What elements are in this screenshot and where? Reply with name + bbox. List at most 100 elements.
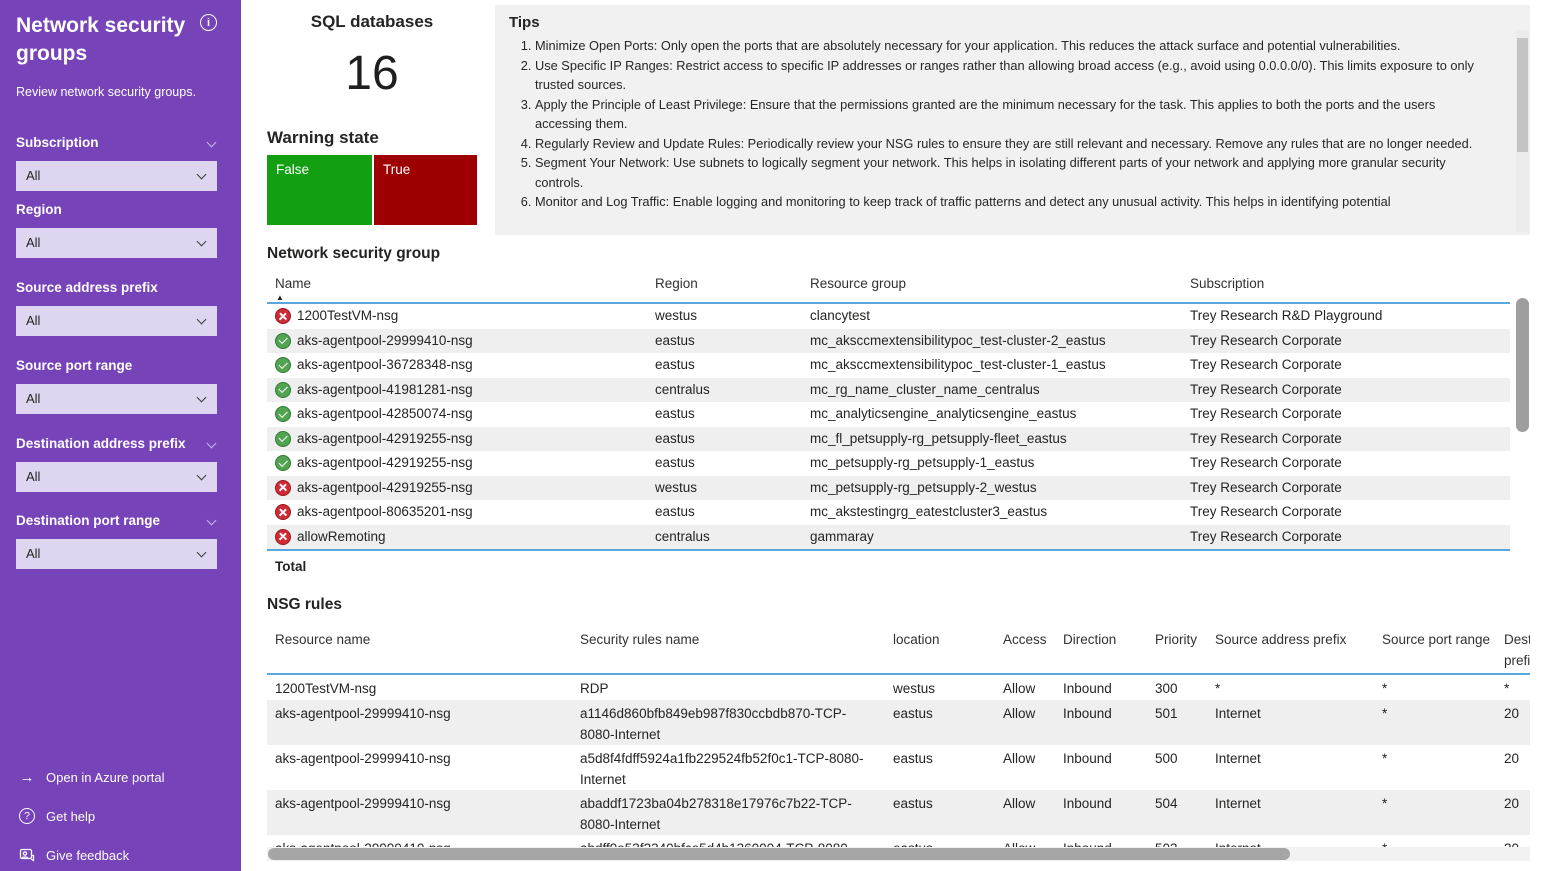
status-icon (275, 332, 291, 349)
chevron-down-icon (196, 314, 207, 325)
source-port-range-dropdown[interactable]: All (16, 384, 217, 414)
tips-scrollbar-thumb[interactable] (1517, 38, 1528, 152)
kpi-title: SQL databases (310, 12, 434, 31)
table-row[interactable]: aks-agentpool-36728348-nsg eastus mc_aks… (267, 353, 1510, 378)
arrow-right-icon: → (19, 769, 35, 786)
chevron-down-icon (196, 547, 207, 558)
tip-item: Segment Your Network: Use subnets to log… (535, 153, 1490, 192)
column-header-access[interactable]: Access (1003, 632, 1047, 647)
chevron-down-icon (196, 236, 207, 247)
filter-label: Subscription (16, 135, 99, 150)
tips-list: Minimize Open Ports: Only open the ports… (495, 36, 1530, 212)
rules-table: Resource name Security rules name locati… (267, 625, 1530, 849)
filter-source-address-prefix: Source address prefix All (16, 280, 225, 336)
filter-subscription: Subscription All (16, 135, 225, 191)
chevron-down-icon (196, 392, 207, 403)
warning-state-title: Warning state (267, 128, 379, 147)
column-header-location[interactable]: location (893, 632, 940, 647)
column-header-resource-group[interactable]: Resource group (810, 276, 907, 291)
table-row[interactable]: aks-agentpool-29999410-nsg a1146d860bfb8… (267, 700, 1530, 745)
destination-address-prefix-dropdown[interactable]: All (16, 462, 217, 492)
status-icon (275, 430, 291, 447)
rules-horizontal-scrollbar-thumb[interactable] (268, 848, 1290, 860)
source-address-prefix-dropdown[interactable]: All (16, 306, 217, 336)
column-header-priority[interactable]: Priority (1155, 632, 1198, 647)
nsg-table: Name ▲ Region Resource group Subscriptio… (267, 274, 1510, 574)
give-feedback-link[interactable]: Give feedback (18, 847, 129, 863)
rules-table-header: Resource name Security rules name locati… (267, 625, 1530, 675)
subscription-dropdown[interactable]: All (16, 161, 217, 191)
nsg-table-scrollbar-thumb[interactable] (1516, 298, 1529, 432)
chevron-down-icon[interactable] (206, 438, 217, 449)
chevron-down-icon (196, 169, 207, 180)
page-subtitle: Review network security groups. (16, 85, 196, 99)
tips-panel: Tips Minimize Open Ports: Only open the … (495, 5, 1530, 235)
chevron-down-icon (196, 470, 207, 481)
feedback-icon (18, 847, 36, 863)
nsg-table-title: Network security group (267, 245, 441, 262)
filter-label: Destination port range (16, 513, 161, 528)
column-header-direction[interactable]: Direction (1063, 632, 1117, 647)
table-row[interactable]: aks-agentpool-41981281-nsg centralus mc_… (267, 377, 1510, 402)
destination-port-range-dropdown[interactable]: All (16, 539, 217, 569)
filter-destination-port-range: Destination port range All (16, 513, 225, 569)
status-icon (275, 406, 291, 422)
filter-source-port-range: Source port range All (16, 358, 225, 414)
table-row[interactable]: aks-agentpool-42919255-nsg eastus mc_pet… (267, 451, 1510, 476)
table-row[interactable]: allowRemoting centralus gammaray Trey Re… (267, 524, 1510, 549)
status-icon (275, 357, 291, 373)
table-row[interactable]: 1200TestVM-nsg RDP westus Allow Inbound … (275, 681, 1510, 696)
filter-region: Region All (16, 202, 225, 258)
open-in-azure-portal-link[interactable]: → Open in Azure portal (19, 769, 165, 786)
status-icon (275, 308, 291, 324)
status-icon (275, 381, 291, 398)
table-row[interactable]: aks-agentpool-42919255-nsg westus mc_pet… (267, 475, 1510, 500)
column-header-subscription[interactable]: Subscription (1190, 276, 1265, 291)
table-footer-total: Total (275, 559, 307, 574)
chevron-down-icon[interactable] (206, 137, 217, 148)
column-header-destination-address-prefix[interactable]: Destination address prefix (1504, 632, 1530, 668)
status-icon (275, 528, 291, 545)
filter-label: Source address prefix (16, 280, 158, 295)
get-help-link[interactable]: ? Get help (18, 808, 95, 824)
table-row[interactable]: aks-agentpool-42919255-nsg eastus mc_fl_… (267, 426, 1510, 451)
warning-false-tile[interactable]: False (267, 155, 372, 225)
column-header-source-address-prefix[interactable]: Source address prefix (1215, 632, 1347, 647)
sort-ascending-icon: ▲ (276, 293, 284, 302)
tip-item: Minimize Open Ports: Only open the ports… (535, 36, 1490, 56)
table-row[interactable]: aks-agentpool-29999410-nsg a5d8f4fdff592… (275, 751, 1520, 787)
table-row[interactable]: 1200TestVM-nsg westus clancytest Trey Re… (267, 304, 1510, 329)
status-icon (275, 455, 291, 471)
filter-label: Destination address prefix (16, 436, 186, 451)
table-row[interactable]: aks-agentpool-29999410-nsg abdff9e53f234… (275, 841, 1520, 849)
column-header-resource-name[interactable]: Resource name (275, 632, 371, 647)
table-row[interactable]: aks-agentpool-42850074-nsg eastus mc_ana… (267, 402, 1510, 427)
tip-item: Use Specific IP Ranges: Restrict access … (535, 56, 1490, 95)
chevron-down-icon[interactable] (206, 515, 217, 526)
page-title: Network security groups (16, 14, 186, 65)
tip-item: Monitor and Log Traffic: Enable logging … (535, 192, 1490, 212)
table-row[interactable]: aks-agentpool-29999410-nsg eastus mc_aks… (267, 328, 1510, 353)
status-icon (275, 504, 291, 520)
table-row[interactable]: aks-agentpool-29999410-nsg abaddf1723ba0… (267, 790, 1530, 835)
column-header-name[interactable]: Name (275, 276, 312, 291)
column-header-security-rules-name[interactable]: Security rules name (580, 632, 700, 647)
nsg-table-rows: 1200TestVM-nsg westus clancytest Trey Re… (267, 304, 1510, 551)
kpi-value: 16 (345, 47, 399, 100)
column-header-source-port-range[interactable]: Source port range (1382, 632, 1491, 647)
filter-label: Region (16, 202, 62, 217)
column-header-region[interactable]: Region (655, 276, 698, 291)
nsg-table-header: Name ▲ Region Resource group Subscriptio… (267, 274, 1510, 304)
tip-item: Apply the Principle of Least Privilege: … (535, 95, 1490, 134)
info-icon[interactable]: i (200, 14, 217, 31)
rules-table-title: NSG rules (267, 596, 342, 613)
region-dropdown[interactable]: All (16, 228, 217, 258)
rules-horizontal-scrollbar-track[interactable] (267, 847, 1530, 861)
table-row[interactable]: aks-agentpool-80635201-nsg eastus mc_aks… (267, 500, 1510, 525)
filter-label: Source port range (16, 358, 133, 373)
warning-true-tile[interactable]: True (374, 155, 477, 225)
tip-item: Regularly Review and Update Rules: Perio… (535, 134, 1490, 154)
help-icon: ? (18, 808, 36, 824)
sidebar: Network security groups i Review network… (0, 0, 241, 871)
filter-destination-address-prefix: Destination address prefix All (16, 436, 225, 492)
